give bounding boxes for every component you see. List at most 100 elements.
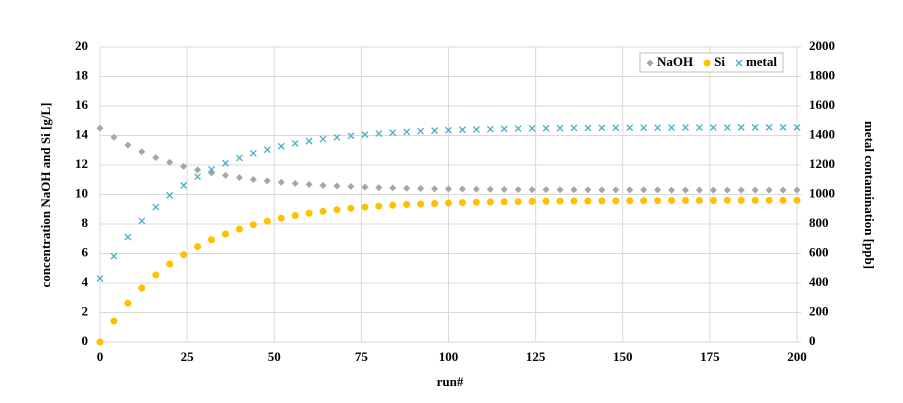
y-axis-title: concentration NaOH and Si [g/L] (38, 103, 53, 288)
x-marker (584, 124, 592, 132)
y2-tick-label: 1800 (809, 67, 835, 82)
plot-border (99, 46, 798, 343)
x-marker (166, 191, 174, 199)
diamond-marker (598, 186, 606, 194)
y-tick-label: 14 (75, 126, 89, 141)
circle-marker (235, 225, 243, 233)
y2-tick-label: 600 (809, 244, 829, 259)
x-tick-label: 50 (268, 349, 281, 364)
diamond-marker (793, 186, 801, 194)
y-tick-label: 0 (82, 333, 89, 348)
circle-marker (180, 251, 188, 259)
circle-marker (291, 211, 299, 219)
circle-marker (737, 196, 745, 204)
x-marker (389, 129, 397, 137)
x-marker (375, 130, 383, 138)
diamond-marker (765, 186, 773, 194)
diamond-marker (305, 180, 313, 188)
x-marker (514, 125, 522, 133)
circle-marker (654, 197, 662, 205)
x-marker (598, 124, 606, 132)
x-marker (445, 126, 452, 134)
x-marker (765, 123, 773, 131)
circle-marker (305, 209, 313, 217)
x-marker (612, 124, 620, 132)
x-marker (347, 132, 355, 140)
x-marker (180, 181, 188, 189)
circle-marker (110, 317, 118, 325)
diamond-marker (709, 186, 717, 194)
diamond-marker (528, 186, 536, 194)
circle-marker (138, 284, 146, 292)
x-tick-label: 100 (439, 349, 459, 364)
circle-marker (570, 197, 578, 205)
x-marker (458, 126, 466, 134)
circle-marker (556, 197, 564, 205)
y2-tick-label: 1200 (809, 156, 835, 171)
circle-marker (542, 197, 550, 205)
diamond-marker (361, 183, 369, 191)
circle-marker (640, 197, 648, 205)
x-marker (138, 217, 146, 225)
diamond-marker (458, 185, 466, 193)
circle-marker (765, 196, 773, 204)
circle-marker (486, 198, 494, 206)
circle-marker (403, 201, 411, 209)
diamond-marker (333, 182, 341, 190)
circle-marker (431, 199, 439, 207)
diamond-marker (291, 179, 299, 187)
diamond-marker (640, 186, 648, 194)
x-marker (542, 124, 550, 132)
circle-marker (500, 198, 508, 206)
diamond-marker (263, 177, 271, 185)
diamond-marker (319, 181, 327, 189)
diamond-marker (779, 186, 787, 194)
x-marker (654, 124, 662, 132)
y-tick-label: 10 (75, 185, 88, 200)
x-marker (431, 127, 439, 135)
y-tick-label: 4 (82, 274, 89, 289)
x-marker (222, 159, 229, 167)
circle-marker (681, 197, 689, 205)
y2-tick-label: 400 (809, 274, 829, 289)
diamond-marker (403, 184, 411, 192)
diamond-marker (96, 124, 104, 132)
circle-marker (779, 196, 787, 204)
series (96, 123, 801, 283)
diamond-marker (166, 158, 174, 166)
x-axis-title: run# (437, 374, 464, 389)
circle-marker (626, 197, 634, 205)
diamond-marker (695, 186, 703, 194)
y-tick-label: 20 (75, 38, 88, 53)
x-marker (723, 124, 731, 131)
circle-marker (612, 197, 620, 205)
x-marker (194, 173, 202, 181)
legend-box (639, 52, 784, 73)
circle-marker (445, 199, 452, 207)
diamond-marker (431, 185, 439, 193)
legend-label: metal (746, 54, 777, 69)
diamond-marker (124, 141, 132, 149)
y-tick-label: 2 (82, 303, 89, 318)
x-marker (779, 123, 787, 131)
x-marker (319, 135, 327, 143)
x-marker (668, 124, 675, 131)
circle-marker (703, 59, 711, 67)
x-marker (208, 165, 215, 173)
x-marker (417, 127, 425, 135)
legend-label: Si (714, 54, 725, 69)
legend-label: NaOH (657, 54, 693, 69)
x-marker (249, 149, 257, 157)
x-marker (263, 146, 271, 154)
circle-marker (166, 260, 174, 268)
x-tick-label: 25 (181, 349, 195, 364)
circle-marker (723, 196, 731, 204)
x-marker (277, 142, 285, 150)
circle-marker (528, 197, 536, 205)
x-marker (737, 123, 745, 131)
diamond-marker (646, 59, 654, 67)
y-tick-label: 12 (75, 156, 88, 171)
x-marker (682, 124, 689, 131)
diamond-marker (194, 166, 202, 174)
x-marker (291, 140, 299, 147)
